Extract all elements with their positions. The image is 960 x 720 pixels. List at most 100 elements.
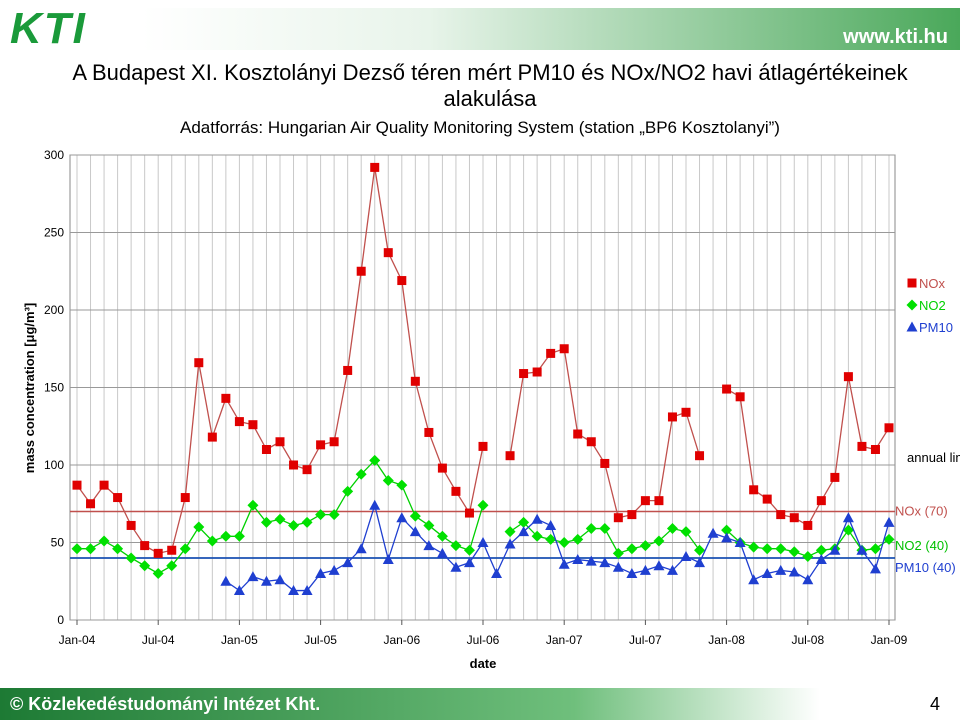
marker — [802, 550, 814, 562]
marker — [328, 564, 340, 575]
footer: © Közlekedéstudományi Intézet Kht. — [0, 688, 820, 720]
marker — [505, 451, 515, 461]
marker — [315, 509, 327, 521]
marker — [748, 541, 760, 553]
marker — [680, 526, 692, 538]
marker — [329, 437, 339, 447]
marker — [382, 475, 394, 486]
marker — [260, 516, 272, 528]
page-number: 4 — [929, 694, 940, 714]
marker — [883, 533, 895, 545]
marker — [356, 266, 366, 276]
marker — [559, 344, 569, 354]
marker — [396, 479, 408, 491]
title: A Budapest XI. Kosztolányi Dezső téren m… — [72, 60, 908, 111]
limits-title: annual limits: — [907, 450, 960, 465]
x-tick-label: Jan-05 — [221, 633, 258, 647]
marker — [315, 568, 327, 578]
marker — [247, 571, 259, 582]
marker — [748, 574, 760, 585]
marker — [206, 535, 218, 547]
marker — [436, 530, 448, 542]
marker — [788, 546, 800, 558]
marker — [234, 417, 244, 427]
marker — [179, 543, 191, 555]
marker — [721, 532, 733, 543]
x-axis-label: date — [470, 656, 497, 671]
marker — [869, 543, 881, 555]
copyright: © Közlekedéstudományi Intézet Kht. — [10, 694, 321, 714]
y-axis-label: mass concentration [μg/m³] — [22, 303, 37, 473]
marker — [504, 526, 516, 538]
marker — [842, 512, 854, 523]
marker — [112, 543, 124, 555]
marker — [301, 585, 313, 596]
marker — [815, 554, 827, 565]
y-tick-label: 50 — [51, 536, 65, 550]
marker — [546, 348, 556, 358]
marker — [207, 432, 217, 442]
marker — [640, 496, 650, 506]
marker — [842, 524, 854, 536]
marker — [531, 513, 543, 524]
marker — [639, 564, 651, 575]
marker — [830, 472, 840, 482]
marker — [396, 512, 408, 523]
marker — [627, 510, 637, 520]
limit-label: NOx (70) — [895, 504, 948, 519]
y-tick-label: 150 — [44, 381, 64, 395]
marker — [247, 499, 259, 511]
marker — [856, 544, 868, 555]
marker — [98, 535, 110, 547]
x-tick-label: Jul-07 — [629, 633, 662, 647]
marker — [815, 544, 827, 556]
marker — [816, 496, 826, 506]
marker — [424, 427, 434, 437]
marker — [749, 485, 759, 495]
marker — [193, 521, 205, 533]
marker — [423, 540, 435, 551]
marker — [274, 574, 286, 585]
marker — [477, 499, 489, 511]
marker — [450, 561, 462, 572]
marker — [829, 544, 841, 555]
y-tick-label: 300 — [44, 148, 64, 162]
marker — [654, 496, 664, 506]
x-tick-label: Jul-04 — [142, 633, 175, 647]
marker — [585, 523, 597, 535]
limit-label: PM10 (40) — [895, 560, 956, 575]
marker — [573, 429, 583, 439]
marker — [666, 523, 678, 535]
marker — [153, 548, 163, 558]
y-tick-label: 100 — [44, 458, 64, 472]
marker — [288, 585, 300, 596]
marker — [436, 547, 448, 558]
marker — [233, 530, 245, 542]
marker — [761, 543, 773, 555]
marker — [600, 458, 610, 468]
marker — [85, 543, 97, 555]
marker — [776, 510, 786, 520]
marker — [695, 451, 705, 461]
marker — [761, 568, 773, 578]
marker — [355, 468, 367, 480]
x-tick-label: Jan-09 — [871, 633, 908, 647]
marker — [681, 407, 691, 417]
marker — [328, 509, 340, 521]
marker — [680, 550, 692, 561]
marker — [370, 162, 380, 172]
marker — [409, 510, 421, 522]
x-tick-label: Jul-08 — [791, 633, 824, 647]
marker — [233, 585, 245, 596]
header: KTI www.kti.hu — [0, 0, 960, 56]
logo: KTI — [10, 4, 87, 53]
marker — [558, 558, 570, 569]
marker — [504, 538, 516, 549]
marker — [477, 537, 489, 547]
marker — [531, 530, 543, 542]
marker — [667, 412, 677, 422]
marker — [220, 575, 232, 586]
marker — [869, 563, 881, 574]
marker — [342, 557, 354, 568]
marker — [586, 437, 596, 447]
